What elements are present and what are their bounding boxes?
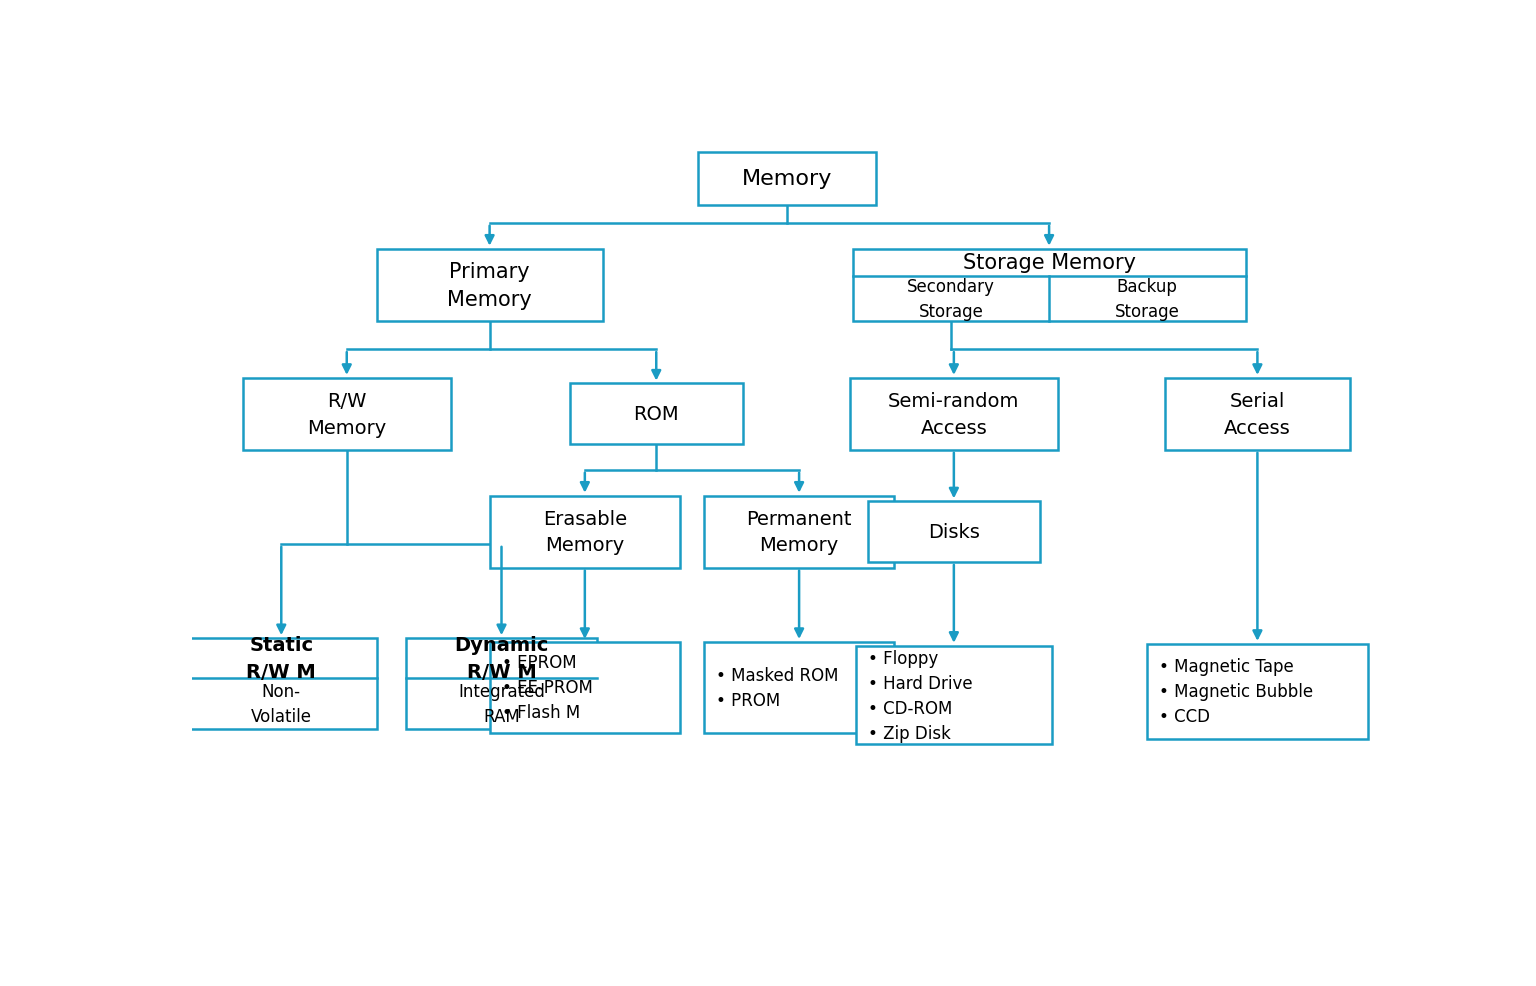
FancyBboxPatch shape — [703, 642, 894, 734]
FancyBboxPatch shape — [186, 638, 376, 730]
FancyBboxPatch shape — [243, 379, 452, 451]
Text: Non-
Volatile: Non- Volatile — [250, 682, 312, 725]
Text: Memory: Memory — [742, 169, 833, 189]
Text: • Magnetic Tape
• Magnetic Bubble
• CCD: • Magnetic Tape • Magnetic Bubble • CCD — [1160, 658, 1313, 726]
Text: Backup
Storage: Backup Storage — [1115, 278, 1180, 320]
FancyBboxPatch shape — [852, 249, 1246, 321]
Text: Dynamic
R/W M: Dynamic R/W M — [455, 635, 548, 681]
FancyBboxPatch shape — [490, 642, 680, 734]
Text: • Masked ROM
• PROM: • Masked ROM • PROM — [716, 667, 839, 709]
Text: Primary
Memory: Primary Memory — [447, 261, 531, 310]
Text: Serial
Access: Serial Access — [1224, 391, 1290, 437]
FancyBboxPatch shape — [1147, 644, 1367, 739]
Text: • EPROM
• EE-PROM
• Flash M: • EPROM • EE-PROM • Flash M — [501, 654, 593, 722]
Text: Semi-random
Access: Semi-random Access — [888, 391, 1020, 437]
FancyBboxPatch shape — [868, 502, 1040, 562]
Text: Integrated
RAM: Integrated RAM — [458, 682, 545, 725]
FancyBboxPatch shape — [406, 638, 596, 730]
FancyBboxPatch shape — [849, 379, 1058, 451]
Text: Erasable
Memory: Erasable Memory — [542, 510, 627, 555]
Text: ROM: ROM — [633, 405, 679, 424]
FancyBboxPatch shape — [856, 646, 1052, 744]
Text: R/W
Memory: R/W Memory — [307, 391, 387, 437]
Text: Permanent
Memory: Permanent Memory — [746, 510, 852, 555]
Text: Secondary
Storage: Secondary Storage — [906, 278, 995, 320]
FancyBboxPatch shape — [1166, 379, 1350, 451]
Text: Static
R/W M: Static R/W M — [246, 635, 316, 681]
Text: Disks: Disks — [928, 523, 980, 541]
FancyBboxPatch shape — [490, 496, 680, 568]
FancyBboxPatch shape — [570, 385, 742, 445]
FancyBboxPatch shape — [376, 249, 602, 321]
Text: Storage Memory: Storage Memory — [963, 253, 1135, 273]
FancyBboxPatch shape — [697, 153, 877, 206]
Text: • Floppy
• Hard Drive
• CD-ROM
• Zip Disk: • Floppy • Hard Drive • CD-ROM • Zip Dis… — [868, 649, 972, 741]
FancyBboxPatch shape — [703, 496, 894, 568]
